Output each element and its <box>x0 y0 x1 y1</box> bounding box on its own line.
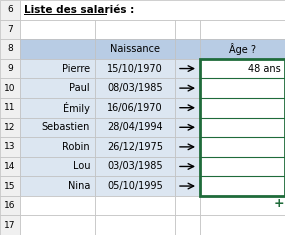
Text: Naissance: Naissance <box>110 44 160 54</box>
Text: 05/10/1995: 05/10/1995 <box>107 181 163 191</box>
Bar <box>175 118 200 137</box>
Bar <box>175 157 200 176</box>
Text: 6: 6 <box>7 5 13 14</box>
Bar <box>20 137 95 157</box>
Bar <box>175 137 200 157</box>
Text: 16: 16 <box>4 201 16 210</box>
Bar <box>0 196 20 215</box>
Text: +: + <box>273 197 284 210</box>
Text: 15/10/1970: 15/10/1970 <box>107 63 163 74</box>
Bar <box>0 215 20 235</box>
Bar <box>200 176 285 196</box>
Bar <box>0 78 20 98</box>
Bar <box>175 196 200 215</box>
Bar <box>175 215 200 235</box>
Bar <box>200 59 285 196</box>
Bar <box>95 98 175 118</box>
Text: 12: 12 <box>4 123 16 132</box>
Text: Lou: Lou <box>72 161 90 172</box>
Bar <box>0 118 20 137</box>
Bar <box>95 196 175 215</box>
Bar <box>20 215 95 235</box>
Text: 11: 11 <box>4 103 16 112</box>
Bar <box>20 0 285 20</box>
Bar <box>95 137 175 157</box>
Bar <box>95 78 175 98</box>
Text: 15: 15 <box>4 182 16 191</box>
Bar <box>0 39 20 59</box>
Bar <box>20 98 95 118</box>
Bar <box>95 39 175 59</box>
Text: 14: 14 <box>4 162 16 171</box>
Text: 03/03/1985: 03/03/1985 <box>107 161 163 172</box>
Bar <box>20 78 95 98</box>
Text: 10: 10 <box>4 84 16 93</box>
Bar <box>200 98 285 118</box>
Bar <box>0 157 20 176</box>
Text: Âge ?: Âge ? <box>229 43 256 55</box>
Text: Sebastien: Sebastien <box>42 122 90 132</box>
Bar <box>0 59 20 78</box>
Text: 8: 8 <box>7 44 13 53</box>
Bar <box>175 98 200 118</box>
Bar <box>95 20 175 39</box>
Bar <box>0 176 20 196</box>
Text: 17: 17 <box>4 221 16 230</box>
Text: 28/04/1994: 28/04/1994 <box>107 122 163 132</box>
Bar <box>0 20 20 39</box>
Bar <box>175 39 200 59</box>
Bar <box>200 118 285 137</box>
Bar <box>200 196 285 215</box>
Bar <box>200 157 285 176</box>
Bar <box>200 215 285 235</box>
Bar <box>0 0 20 20</box>
Bar <box>20 118 95 137</box>
Text: Paul: Paul <box>69 83 90 93</box>
Bar <box>95 157 175 176</box>
Text: 7: 7 <box>7 25 13 34</box>
Bar <box>200 20 285 39</box>
Text: 9: 9 <box>7 64 13 73</box>
Bar <box>200 78 285 98</box>
Bar <box>20 157 95 176</box>
Bar <box>0 137 20 157</box>
Bar <box>175 20 200 39</box>
Bar <box>20 39 95 59</box>
Text: 48 ans: 48 ans <box>248 63 281 74</box>
Bar <box>20 176 95 196</box>
Bar <box>20 196 95 215</box>
Bar <box>0 98 20 118</box>
Text: Robin: Robin <box>62 142 90 152</box>
Text: Pierre: Pierre <box>62 63 90 74</box>
Bar <box>95 176 175 196</box>
Bar <box>200 137 285 157</box>
Bar <box>175 176 200 196</box>
Text: Émily: Émily <box>63 102 90 114</box>
Bar <box>175 78 200 98</box>
Text: 26/12/1975: 26/12/1975 <box>107 142 163 152</box>
Bar <box>95 118 175 137</box>
Bar <box>95 59 175 78</box>
Text: 13: 13 <box>4 142 16 151</box>
Text: Nina: Nina <box>68 181 90 191</box>
Text: 16/06/1970: 16/06/1970 <box>107 103 163 113</box>
Text: 08/03/1985: 08/03/1985 <box>107 83 163 93</box>
Bar <box>20 20 95 39</box>
Bar <box>175 59 200 78</box>
Text: Liste des salariés :: Liste des salariés : <box>24 5 134 15</box>
Bar <box>200 59 285 78</box>
Bar <box>95 215 175 235</box>
Bar <box>20 59 95 78</box>
Bar <box>200 39 285 59</box>
